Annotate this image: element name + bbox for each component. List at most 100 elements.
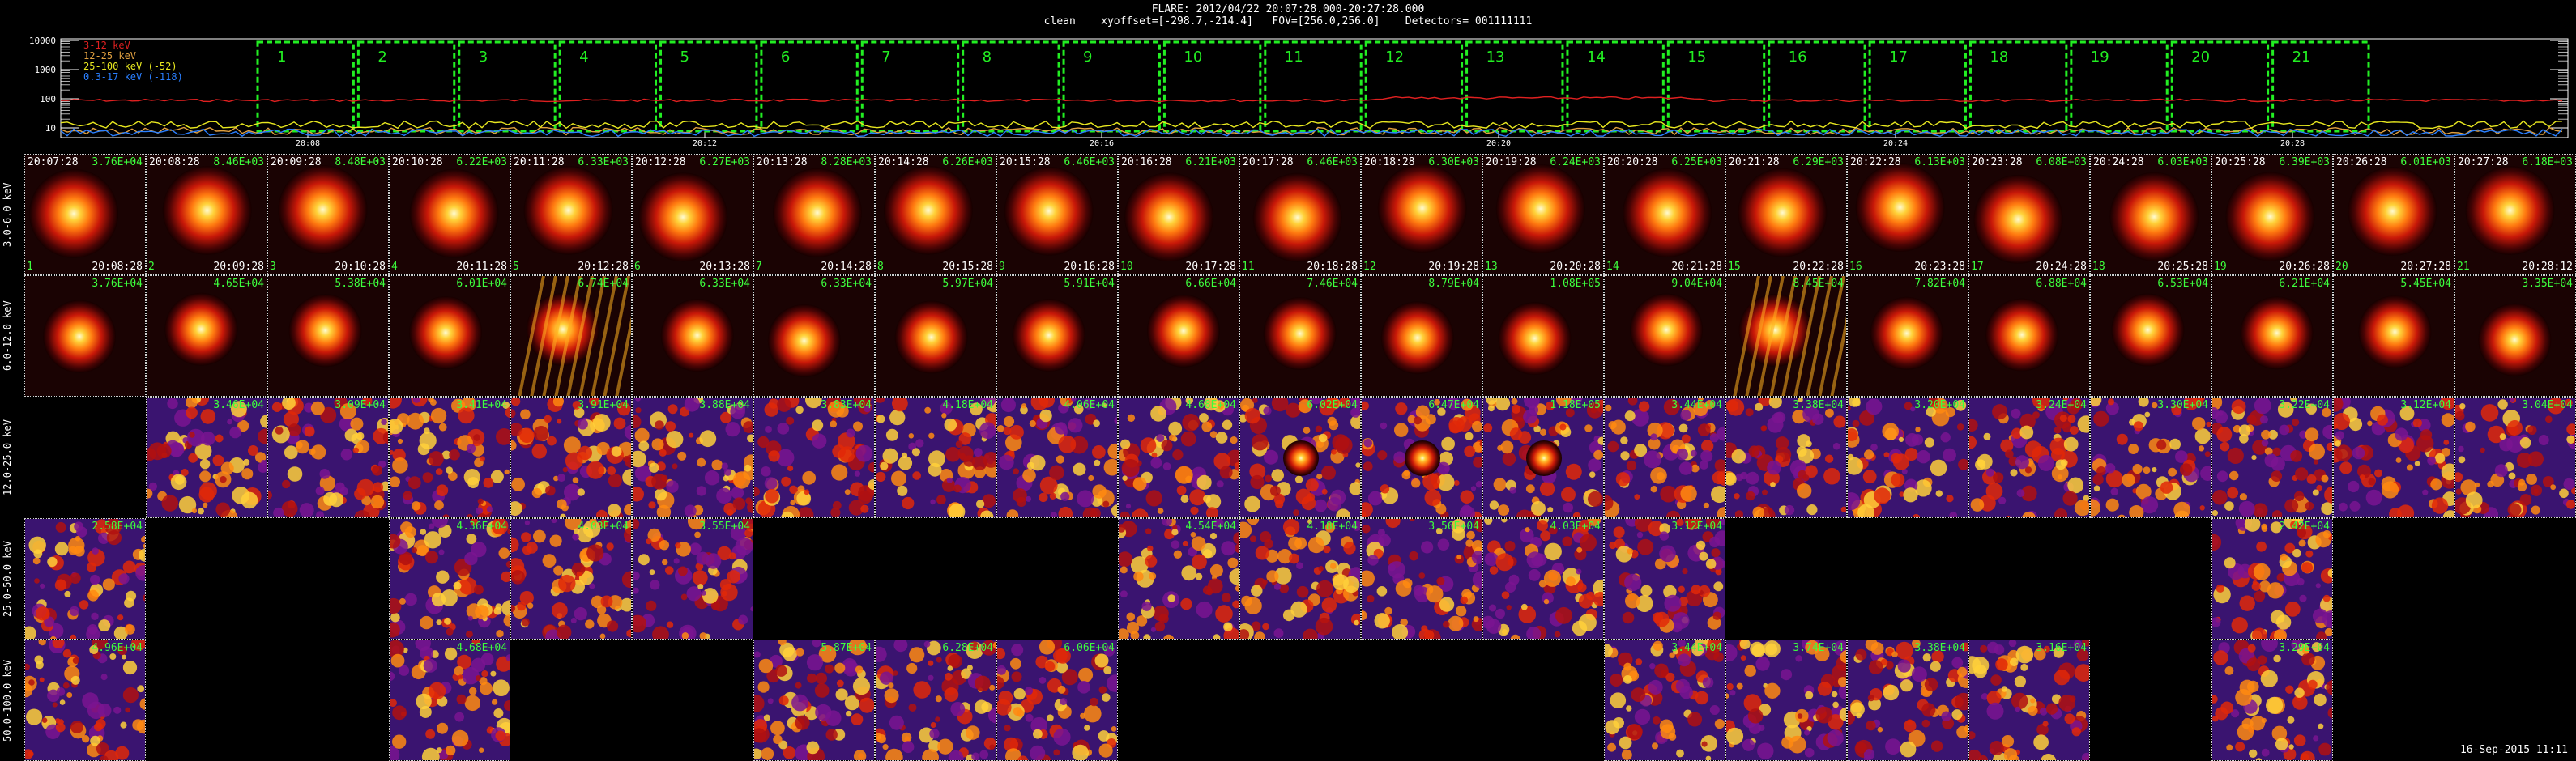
noise-blob	[1832, 701, 1839, 708]
noise-blob	[2271, 725, 2288, 742]
noise-blob	[1251, 585, 1263, 597]
noise-blob	[1715, 568, 1722, 576]
flare-source	[767, 304, 841, 377]
noise-blob	[814, 683, 830, 698]
noise-blob	[229, 426, 241, 439]
noise-blob	[1877, 726, 1883, 733]
noise-blob	[2244, 519, 2261, 532]
noise-blob	[2246, 657, 2261, 672]
noise-blob	[716, 487, 732, 504]
image-cell: 5.38E+04	[267, 275, 389, 397]
noise-blob	[2293, 734, 2306, 746]
noise-blob	[542, 554, 557, 568]
noise-blob	[650, 580, 660, 590]
flare-source	[1263, 296, 1337, 370]
noise-blob	[989, 684, 996, 691]
noise-blob	[1321, 488, 1328, 495]
noise-blob	[1649, 663, 1656, 670]
image-cell: 6.01E+04	[389, 275, 510, 397]
fringe-stripe	[518, 276, 545, 396]
noise-blob	[283, 411, 299, 427]
fringe-stripe	[1793, 276, 1821, 396]
noise-blob	[1660, 724, 1676, 739]
noise-blob	[319, 469, 331, 479]
noise-blob	[1484, 519, 1493, 525]
x-tick-label: 20:12	[693, 139, 717, 146]
image-counts: 4.06E+04	[1064, 399, 1115, 411]
noise-blob	[1362, 610, 1367, 621]
noise-blob	[2051, 465, 2069, 483]
flare-source	[162, 165, 252, 255]
noise-blob	[1233, 531, 1239, 545]
fringe-stripe	[1769, 276, 1797, 396]
noise-blob	[783, 746, 796, 759]
noise-blob	[1705, 755, 1712, 760]
noise-blob	[1189, 489, 1206, 506]
noise-blob	[1395, 402, 1408, 415]
legend-entry: 12-25 keV	[83, 50, 136, 62]
image-counts: 3.83E+04	[821, 399, 872, 411]
noise-blob	[1180, 597, 1192, 610]
noise-blob	[1013, 468, 1019, 475]
noise-blob	[2349, 500, 2361, 512]
noise-blob	[1055, 422, 1068, 435]
noise-blob	[2010, 469, 2018, 477]
noise-blob	[2022, 512, 2036, 517]
noise-blob	[1717, 507, 1725, 517]
noise-blob	[1745, 408, 1754, 417]
interval-label: 2	[377, 49, 386, 66]
noise-blob	[370, 495, 385, 509]
noise-blob	[1711, 548, 1721, 558]
noise-blob	[1526, 627, 1542, 639]
image-cell: 6.03E+03 20:24:28 20:25:28 18	[2090, 154, 2211, 275]
image-map	[876, 640, 996, 760]
noise-blob	[1367, 594, 1375, 603]
noise-blob	[1615, 472, 1631, 487]
noise-blob	[617, 402, 631, 416]
noise-blob	[1631, 687, 1646, 702]
image-cell: 1.18E+05	[1482, 397, 1604, 518]
noise-blob	[87, 624, 98, 635]
noise-blob	[1946, 495, 1954, 503]
noise-blob	[2559, 488, 2569, 499]
noise-blob	[2024, 440, 2042, 458]
interval-end-time: 20:17:28	[1185, 261, 1236, 273]
image-counts: 4.18E+04	[1307, 521, 1358, 533]
noise-blob	[2321, 502, 2332, 516]
noise-blob	[2001, 735, 2015, 748]
noise-blob	[2175, 450, 2188, 463]
image-counts: 6.27E+03	[699, 156, 750, 168]
noise-blob	[848, 500, 864, 516]
noise-blob	[1254, 631, 1265, 639]
fringe-stripe	[554, 276, 582, 396]
noise-blob	[1424, 630, 1435, 639]
noise-blob	[1145, 528, 1152, 534]
noise-blob	[2077, 415, 2089, 433]
noise-blob	[2566, 435, 2575, 444]
noise-blob	[980, 398, 996, 407]
noise-blob	[2235, 742, 2245, 752]
noise-blob	[767, 698, 774, 704]
noise-blob	[296, 440, 309, 454]
noise-blob	[806, 654, 824, 671]
noise-blob	[2538, 435, 2549, 445]
noise-blob	[1461, 398, 1474, 411]
noise-blob	[1182, 540, 1188, 547]
noise-blob	[1624, 573, 1642, 591]
interval-box	[458, 40, 557, 133]
noise-blob	[909, 647, 925, 663]
noise-blob	[589, 398, 599, 406]
noise-blob	[1495, 608, 1505, 619]
noise-blob	[975, 500, 985, 508]
noise-blob	[1868, 660, 1883, 674]
noise-blob	[1252, 434, 1269, 451]
noise-blob	[1848, 457, 1863, 475]
image-map	[25, 519, 145, 639]
image-counts: 6.46E+03	[1064, 156, 1115, 168]
noise-blob	[1989, 741, 2004, 755]
noise-blob	[2365, 489, 2382, 506]
flare-source	[1252, 172, 1342, 262]
image-map	[2334, 398, 2454, 517]
noise-blob	[885, 428, 898, 441]
